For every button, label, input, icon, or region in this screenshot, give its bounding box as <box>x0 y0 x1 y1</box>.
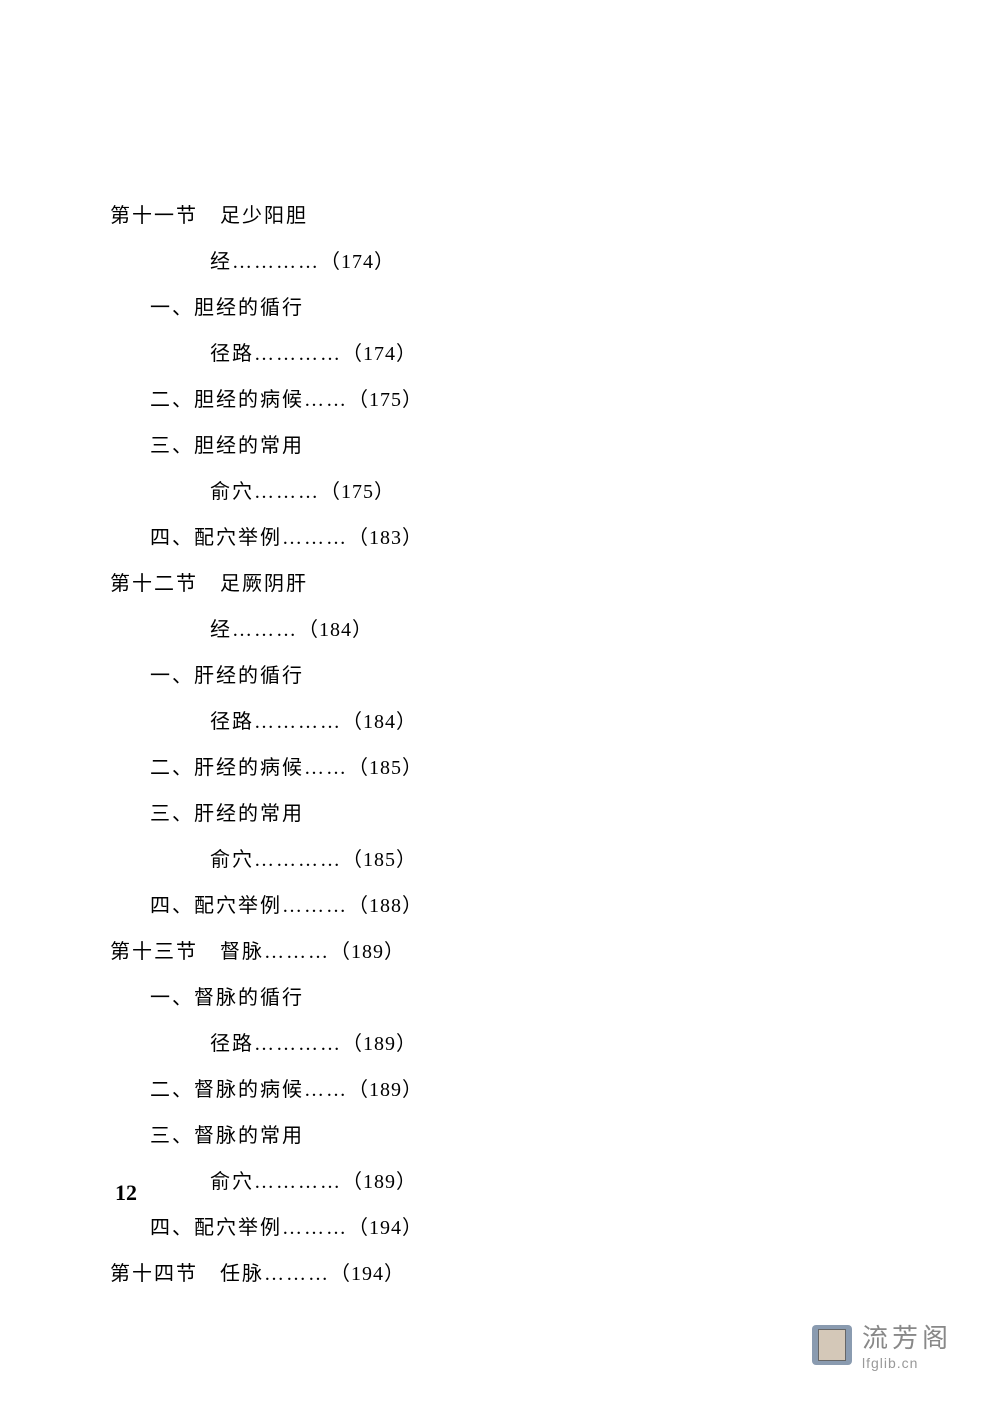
toc-entry: 径路…………（174） <box>210 338 480 370</box>
toc-entry: 俞穴…………（189） <box>210 1166 480 1198</box>
toc-entry: 二、肝经的病候……（185） <box>150 752 480 784</box>
toc-entry-text: 径路………… <box>210 706 342 738</box>
toc-entry-text: 经……… <box>210 614 298 646</box>
toc-container: 第十一节 足少阳胆经…………（174）一、胆经的循行径路…………（174）二、胆… <box>110 200 480 1290</box>
toc-entry: 一、督脉的循行 <box>150 982 480 1014</box>
toc-entry-text: 俞穴………… <box>210 1166 342 1198</box>
toc-entry-text: 俞穴……… <box>210 476 320 508</box>
toc-entry-page: （175） <box>320 476 395 508</box>
toc-entry-text: 第十三节 督脉……… <box>110 936 330 968</box>
toc-entry-text: 三、胆经的常用 <box>150 430 304 462</box>
toc-entry-page: （184） <box>298 614 373 646</box>
toc-entry: 经…………（174） <box>210 246 480 278</box>
toc-entry-page: （188） <box>348 890 423 922</box>
watermark-name: 流芳阁 <box>862 1318 952 1355</box>
toc-entry: 第十三节 督脉………（189） <box>110 936 480 968</box>
toc-entry-text: 俞穴………… <box>210 844 342 876</box>
toc-entry: 经………（184） <box>210 614 480 646</box>
toc-entry-page: （189） <box>342 1028 417 1060</box>
toc-entry-page: （185） <box>348 752 423 784</box>
toc-entry-text: 四、配穴举例……… <box>150 890 348 922</box>
toc-entry-page: （185） <box>342 844 417 876</box>
toc-entry-page: （189） <box>342 1166 417 1198</box>
toc-entry: 俞穴…………（185） <box>210 844 480 876</box>
toc-entry: 四、配穴举例………（194） <box>150 1212 480 1244</box>
toc-entry: 四、配穴举例………（188） <box>150 890 480 922</box>
toc-entry-text: 一、肝经的循行 <box>150 660 304 692</box>
toc-entry: 第十二节 足厥阴肝 <box>110 568 480 600</box>
watermark: 流芳阁 lfglib.cn <box>812 1318 952 1371</box>
toc-entry-text: 一、胆经的循行 <box>150 292 304 324</box>
toc-entry: 径路…………（184） <box>210 706 480 738</box>
toc-entry: 第十一节 足少阳胆 <box>110 200 480 232</box>
toc-page: 第十一节 足少阳胆经…………（174）一、胆经的循行径路…………（174）二、胆… <box>110 200 480 1304</box>
toc-entry-text: 二、胆经的病候…… <box>150 384 348 416</box>
toc-entry-text: 二、肝经的病候…… <box>150 752 348 784</box>
toc-entry: 径路…………（189） <box>210 1028 480 1060</box>
toc-entry: 三、督脉的常用 <box>150 1120 480 1152</box>
toc-entry: 第十四节 任脉………（194） <box>110 1258 480 1290</box>
toc-entry-text: 一、督脉的循行 <box>150 982 304 1014</box>
toc-entry-text: 径路………… <box>210 338 342 370</box>
toc-entry-page: （175） <box>348 384 423 416</box>
toc-entry-page: （174） <box>342 338 417 370</box>
toc-entry-text: 经………… <box>210 246 320 278</box>
toc-entry-page: （174） <box>320 246 395 278</box>
toc-entry-text: 四、配穴举例……… <box>150 1212 348 1244</box>
toc-entry-text: 二、督脉的病候…… <box>150 1074 348 1106</box>
toc-entry-text: 第十四节 任脉……… <box>110 1258 330 1290</box>
watermark-text: 流芳阁 lfglib.cn <box>862 1318 952 1371</box>
toc-entry-page: （194） <box>348 1212 423 1244</box>
toc-entry: 四、配穴举例………（183） <box>150 522 480 554</box>
toc-entry: 二、督脉的病候……（189） <box>150 1074 480 1106</box>
toc-entry: 三、胆经的常用 <box>150 430 480 462</box>
toc-entry-page: （189） <box>348 1074 423 1106</box>
book-icon <box>812 1325 852 1365</box>
toc-entry-page: （189） <box>330 936 405 968</box>
toc-entry-text: 径路………… <box>210 1028 342 1060</box>
toc-entry-text: 三、督脉的常用 <box>150 1120 304 1152</box>
toc-entry: 一、胆经的循行 <box>150 292 480 324</box>
toc-entry: 一、肝经的循行 <box>150 660 480 692</box>
toc-entry-text: 四、配穴举例……… <box>150 522 348 554</box>
toc-entry-page: （194） <box>330 1258 405 1290</box>
toc-entry-page: （184） <box>342 706 417 738</box>
toc-entry-text: 三、肝经的常用 <box>150 798 304 830</box>
toc-entry: 二、胆经的病候……（175） <box>150 384 480 416</box>
watermark-url: lfglib.cn <box>862 1355 952 1371</box>
toc-entry-text: 第十一节 足少阳胆 <box>110 200 308 232</box>
toc-entry-page: （183） <box>348 522 423 554</box>
toc-entry: 俞穴………（175） <box>210 476 480 508</box>
page-number: 12 <box>115 1180 137 1206</box>
toc-entry: 三、肝经的常用 <box>150 798 480 830</box>
toc-entry-text: 第十二节 足厥阴肝 <box>110 568 308 600</box>
